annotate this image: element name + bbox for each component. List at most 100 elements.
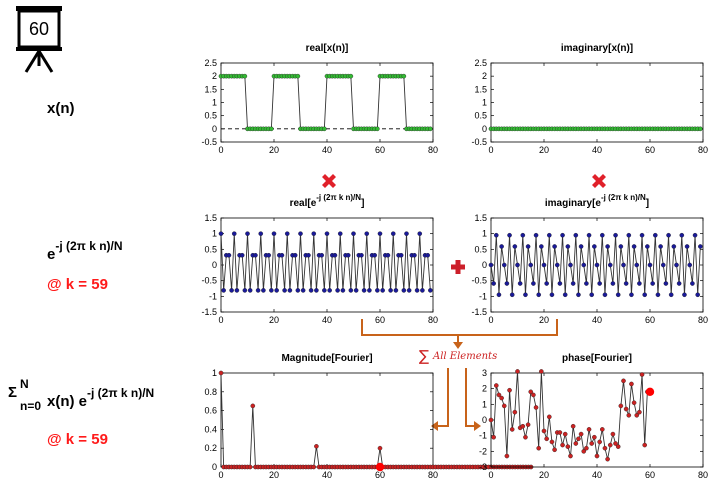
- y-tick-label: 1: [212, 98, 217, 108]
- data-point: [367, 288, 372, 293]
- data-point: [295, 73, 301, 79]
- data-point: [539, 244, 544, 249]
- data-point: [597, 439, 602, 445]
- data-point: [298, 231, 303, 236]
- data-point: [698, 244, 703, 249]
- data-point: [388, 288, 393, 293]
- data-point: [570, 423, 576, 429]
- data-point: [234, 288, 240, 293]
- chart-title: phase[Fourier]: [562, 353, 632, 364]
- data-point: [690, 281, 695, 286]
- data-point: [533, 405, 539, 410]
- data-point: [488, 417, 494, 423]
- data-point: [517, 281, 523, 286]
- data-point: [425, 252, 431, 258]
- data-point: [631, 244, 637, 249]
- data-point: [536, 445, 542, 451]
- data-point: [668, 292, 674, 298]
- data-point: [600, 232, 605, 238]
- chart-title-exponent: -j (2π k n)/N: [601, 193, 646, 202]
- data-point: [351, 231, 356, 236]
- data-point: [615, 444, 621, 449]
- data-point: [576, 436, 581, 442]
- sum-term-exponent: -j (2π k n)/N: [87, 386, 155, 400]
- x-tick-label: 40: [592, 145, 602, 155]
- y-tick-label: 1: [482, 98, 487, 108]
- data-point: [653, 232, 658, 238]
- data-point: [253, 252, 258, 258]
- data-point: [629, 381, 634, 387]
- y-tick-label: -0.5: [201, 137, 217, 147]
- sum-sigma: Σ: [8, 384, 18, 401]
- data-point: [375, 288, 380, 293]
- data-point: [618, 403, 624, 409]
- sum-label: Σ N n=0 x(n) e-j (2π k n)/N: [8, 377, 188, 420]
- data-point: [520, 423, 526, 429]
- x-tick-label: 20: [269, 315, 279, 325]
- x-tick-label: 40: [322, 315, 332, 325]
- data-point: [266, 252, 272, 258]
- multiply-icon-2: [592, 174, 606, 188]
- y-tick-label: 0.5: [474, 111, 487, 121]
- data-point: [639, 372, 645, 377]
- data-point: [239, 252, 245, 258]
- y-tick-label: -1: [479, 431, 487, 441]
- data-point: [509, 292, 515, 298]
- data-point: [525, 244, 531, 249]
- chart-title: imaginary[x(n)]: [561, 43, 633, 54]
- data-point: [549, 292, 555, 298]
- current-k-marker: [645, 387, 655, 396]
- data-point: [496, 292, 502, 298]
- data-point: [393, 288, 399, 293]
- y-tick-label: 0.4: [204, 424, 217, 434]
- data-point: [335, 288, 340, 293]
- data-point: [377, 231, 383, 236]
- data-point: [512, 244, 518, 249]
- data-point: [390, 231, 396, 236]
- data-point: [605, 456, 610, 462]
- data-point: [255, 288, 261, 293]
- y-tick-label: 1: [482, 399, 487, 409]
- data-point: [348, 288, 354, 293]
- data-point: [663, 281, 669, 286]
- data-point: [361, 288, 367, 293]
- data-point: [258, 231, 264, 236]
- data-point: [547, 232, 552, 238]
- data-point: [340, 288, 346, 293]
- data-point: [568, 453, 573, 459]
- data-point: [539, 369, 544, 374]
- x-tick-label: 20: [269, 145, 279, 155]
- data-point: [642, 292, 648, 298]
- y-tick-label: 2: [482, 71, 487, 81]
- data-point: [560, 232, 565, 238]
- y-tick-label: 0.5: [204, 111, 217, 121]
- data-point: [512, 409, 518, 415]
- data-point: [698, 126, 703, 132]
- sum-all-elements-label: All Elements: [432, 351, 497, 362]
- y-tick-label: 1: [212, 229, 217, 239]
- data-point: [314, 288, 319, 293]
- y-tick-label: 0.6: [204, 406, 217, 416]
- data-point: [420, 288, 425, 293]
- data-point: [562, 292, 568, 298]
- data-point: [269, 126, 274, 132]
- data-point: [613, 232, 618, 238]
- x-tick-label: 80: [698, 315, 708, 325]
- data-point: [401, 73, 407, 79]
- y-tick-label: 0: [212, 124, 217, 134]
- data-point: [401, 288, 407, 293]
- data-point: [533, 232, 539, 238]
- data-point: [695, 292, 701, 298]
- data-point: [279, 252, 285, 258]
- x-tick-label: 60: [645, 145, 655, 155]
- basis-label: e-j (2π k n)/N: [47, 239, 123, 263]
- data-point: [504, 453, 510, 459]
- data-point: [300, 288, 306, 293]
- basis-exponent: -j (2π k n)/N: [55, 239, 123, 253]
- x-tick-label: 40: [322, 470, 332, 480]
- data-point: [573, 232, 579, 238]
- basis-base: e: [47, 246, 56, 263]
- data-point: [679, 232, 685, 238]
- x-tick-label: 0: [218, 145, 223, 155]
